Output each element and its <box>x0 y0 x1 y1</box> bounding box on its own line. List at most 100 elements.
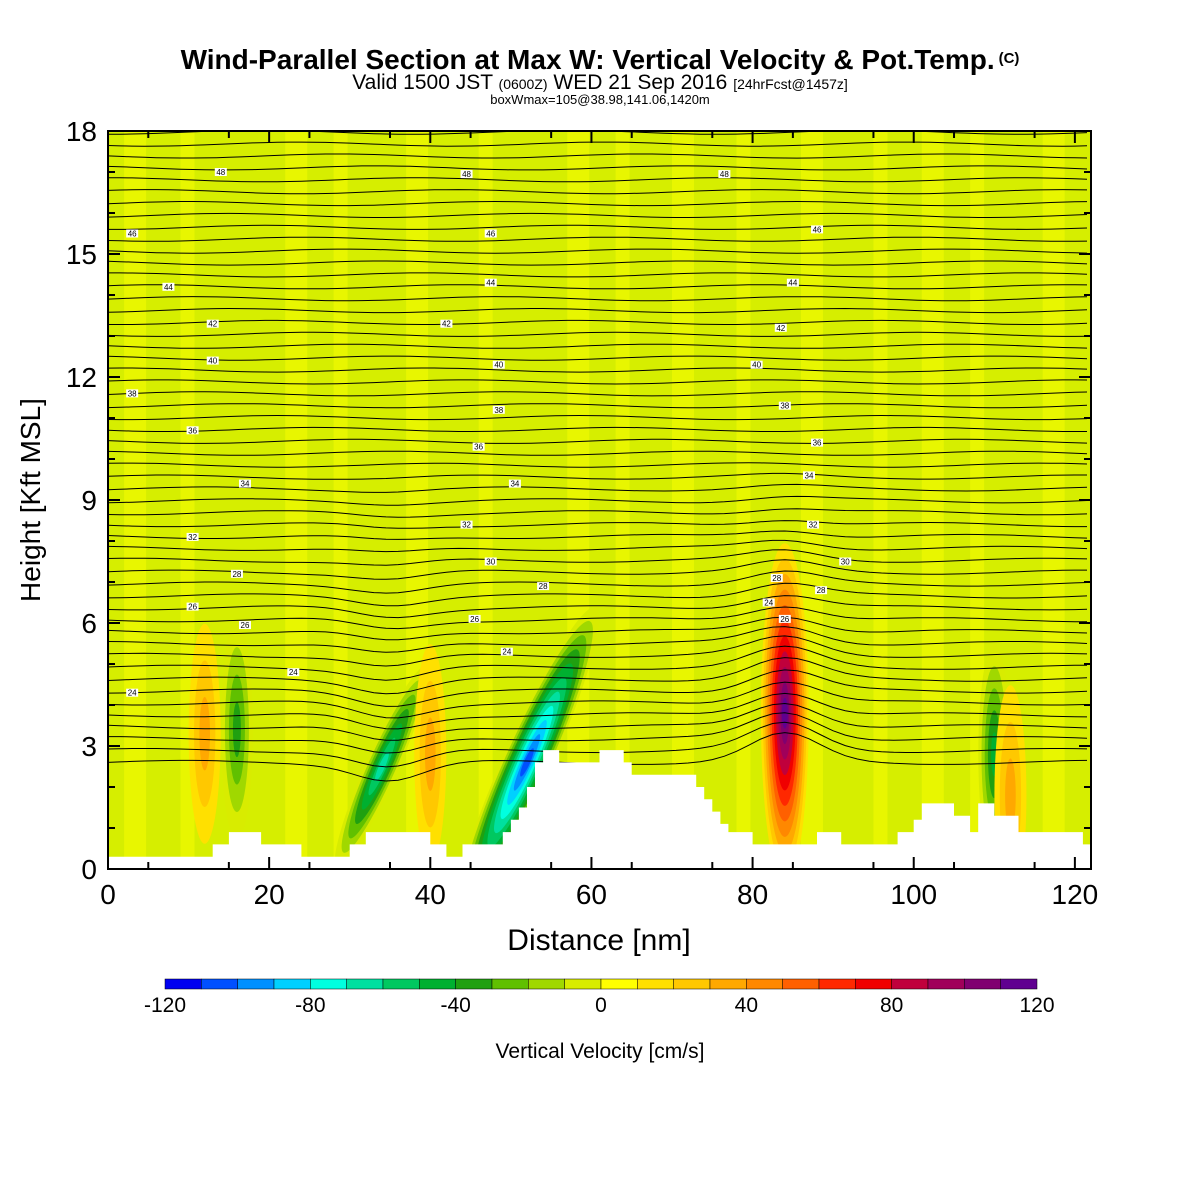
chart-title-main: Wind-Parallel Section at Max W: Vertical… <box>180 44 995 75</box>
colorbar-swatch <box>746 978 783 990</box>
theta-contour <box>108 438 1088 444</box>
theta-contour <box>108 272 1088 278</box>
theta-label-bg <box>126 229 139 238</box>
theta-label-bg <box>492 360 505 369</box>
x-tick-label: 80 <box>737 879 768 910</box>
theta-label: 44 <box>486 279 495 288</box>
theta-label-bg <box>500 647 513 656</box>
subtitle-valid-time: Valid 1500 JST <box>352 71 493 94</box>
theta-contour <box>108 307 1088 314</box>
x-tick-label: 20 <box>254 879 285 910</box>
theta-label-bg <box>472 442 485 451</box>
velocity-feature <box>414 644 447 865</box>
colorbar-tick-label: 0 <box>595 994 607 1017</box>
theta-label: 42 <box>776 324 785 333</box>
box-wmax-line: boxWmax=105@38.98,141.06,1420m <box>490 92 710 107</box>
theta-contour <box>108 391 1088 397</box>
colorbar-swatch <box>709 978 747 990</box>
theta-label-bg <box>778 614 791 623</box>
theta-label-bg <box>186 602 199 611</box>
theta-label: 40 <box>494 361 503 370</box>
theta-label: 24 <box>502 648 511 657</box>
y-tick-label: 9 <box>81 485 97 516</box>
theta-label-bg <box>484 557 497 566</box>
theta-label-bg <box>440 319 453 328</box>
theta-label-bg <box>750 360 763 369</box>
colorbar-swatch <box>637 978 674 990</box>
velocity-features <box>188 543 1027 869</box>
theta-contour <box>108 582 1088 607</box>
theta-label: 26 <box>188 603 197 612</box>
theta-contour-labels: 24 24 24 26 26 26 24 26 28 28 28 28 32 30 30 34 32 34 32 34… <box>126 168 852 698</box>
theta-label: 46 <box>486 230 495 239</box>
theta-label: 26 <box>470 615 479 624</box>
theta-contour <box>108 153 1088 159</box>
subtitle-forecast: [24hrFcst@1457z] <box>733 76 848 92</box>
theta-contour <box>108 530 1088 540</box>
colorbar-swatch <box>1000 978 1038 990</box>
theta-contour <box>108 319 1088 325</box>
velocity-level <box>424 717 436 791</box>
colorbar-swatch <box>491 978 529 990</box>
y-tick-label: 0 <box>81 854 97 885</box>
colorbar-swatch <box>782 978 820 990</box>
subtitle-utc-time: (0600Z) <box>498 76 548 92</box>
theta-label-bg <box>718 170 731 179</box>
theta-contour <box>108 657 1088 695</box>
colorbar-tick-label: 120 <box>1019 994 1054 1017</box>
theta-label-bg <box>802 471 815 480</box>
theta-contour <box>108 702 1088 741</box>
theta-contour <box>108 681 1088 719</box>
theta-contour <box>108 626 1088 653</box>
theta-label-bg <box>786 278 799 287</box>
theta-label-bg <box>815 586 828 595</box>
theta-label: 28 <box>772 574 781 583</box>
colorbar-swatch <box>891 978 929 990</box>
colorbar-swatch <box>237 978 275 990</box>
theta-label-bg <box>460 520 473 529</box>
theta-label: 44 <box>164 283 173 292</box>
theta-contour <box>108 414 1088 421</box>
colorbar-swatch <box>346 978 384 990</box>
theta-label-bg <box>468 614 481 623</box>
theta-label: 28 <box>817 586 826 595</box>
colorbar-tick-label: 40 <box>735 994 758 1017</box>
theta-label: 46 <box>128 230 137 239</box>
theta-contour <box>108 539 1088 553</box>
theta-label: 28 <box>232 570 241 579</box>
velocity-stripe <box>1042 131 1065 869</box>
theta-contour <box>108 331 1088 337</box>
theta-contour <box>108 379 1088 385</box>
theta-label: 38 <box>128 389 137 398</box>
colorbar-swatch <box>818 978 856 990</box>
theta-label-bg <box>811 225 824 234</box>
theta-contours <box>108 131 1088 782</box>
theta-label: 26 <box>780 615 789 624</box>
theta-contour <box>108 141 1088 147</box>
theta-label: 48 <box>462 170 471 179</box>
colorbar-swatch <box>201 978 238 990</box>
theta-contour <box>108 483 1088 493</box>
theta-label-bg <box>774 323 787 332</box>
theta-label: 42 <box>208 320 217 329</box>
colorbar-swatch <box>855 978 892 990</box>
theta-contour <box>108 692 1088 730</box>
theta-label: 24 <box>289 668 298 677</box>
x-tick-label: 100 <box>890 879 937 910</box>
theta-label-bg <box>162 282 175 291</box>
y-tick-label: 15 <box>66 239 97 270</box>
theta-label-bg <box>484 278 497 287</box>
terrain <box>108 750 1091 869</box>
theta-contour <box>108 343 1088 349</box>
theta-label-bg <box>126 688 139 697</box>
colorbar-swatch <box>528 978 565 990</box>
theta-label: 40 <box>752 361 761 370</box>
chart-title-suffix: (C) <box>998 50 1020 67</box>
theta-contour <box>108 645 1088 681</box>
colorbar-swatch <box>964 978 1001 990</box>
theta-label: 24 <box>764 599 773 608</box>
theta-label: 34 <box>510 480 519 489</box>
theta-label: 30 <box>486 558 495 567</box>
